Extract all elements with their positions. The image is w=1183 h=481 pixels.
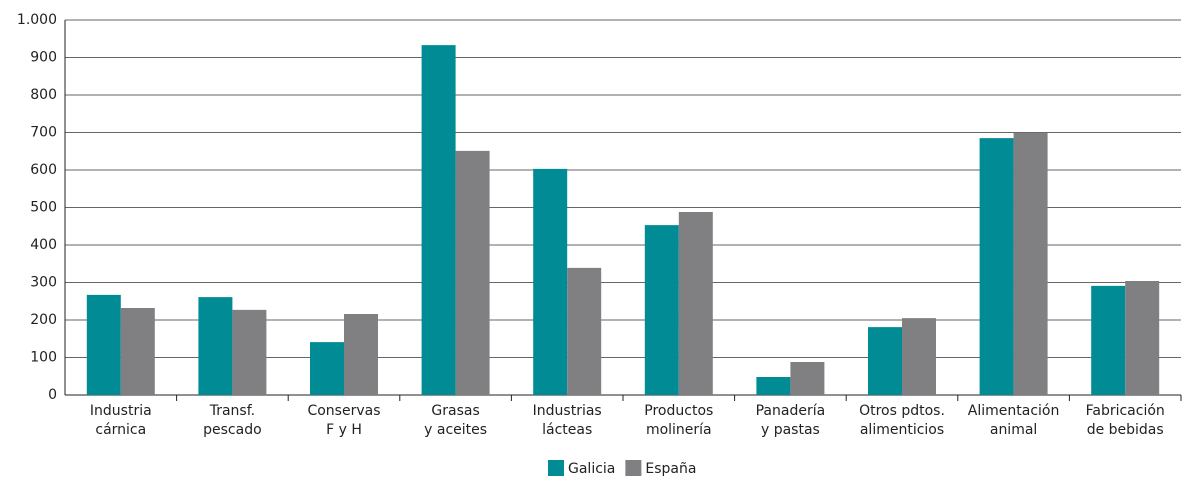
- x-tick-label: cárnica: [95, 422, 146, 438]
- bar: [902, 318, 936, 395]
- bar: [790, 362, 825, 395]
- x-tick-label: Alimentación: [968, 403, 1060, 419]
- x-tick-label: Industrias: [533, 403, 602, 419]
- bar: [1013, 132, 1048, 395]
- x-tick-label: Panadería: [756, 403, 826, 419]
- legend-swatch: [548, 460, 564, 476]
- x-tick-label: y aceites: [424, 422, 487, 438]
- x-tick-label: Fabricación: [1086, 403, 1165, 419]
- x-tick-label: de bebidas: [1087, 422, 1164, 438]
- x-tick-label: animal: [990, 422, 1037, 438]
- x-tick-label: Productos: [644, 403, 713, 419]
- bar: [86, 294, 121, 395]
- y-tick-label: 1.000: [17, 12, 57, 28]
- x-tick-label: lácteas: [542, 422, 592, 438]
- bar: [644, 225, 679, 395]
- x-tick-label: Industria: [90, 403, 152, 419]
- bar: [232, 309, 267, 395]
- y-tick-label: 700: [30, 125, 57, 141]
- x-tick-label: Conservas: [307, 403, 380, 419]
- bar: [310, 342, 344, 395]
- y-tick-label: 300: [30, 275, 57, 291]
- bar: [533, 168, 568, 395]
- legend-swatch: [625, 460, 642, 476]
- bar: [1125, 281, 1160, 395]
- y-tick-label: 200: [30, 312, 57, 328]
- bar: [567, 267, 602, 395]
- bar: [756, 377, 791, 395]
- bar: [120, 308, 155, 395]
- bar: [421, 45, 456, 395]
- x-tick-label: pescado: [203, 422, 262, 438]
- y-tick-label: 800: [30, 87, 57, 103]
- y-tick-label: 400: [30, 237, 57, 253]
- x-tick-label: Otros pdtos.: [859, 403, 945, 419]
- x-tick-label: molinería: [646, 422, 712, 438]
- bar: [455, 150, 490, 395]
- x-tick-label: F y H: [326, 422, 362, 438]
- y-tick-label: 900: [30, 50, 57, 66]
- bar: [1091, 285, 1126, 395]
- y-tick-label: 0: [48, 387, 57, 403]
- bar: [678, 212, 713, 395]
- bar: [868, 327, 902, 395]
- x-tick-label: alimenticios: [860, 422, 944, 438]
- x-tick-label: y pastas: [761, 422, 820, 438]
- y-tick-label: 100: [30, 350, 57, 366]
- y-tick-label: 600: [30, 162, 57, 178]
- legend-label: España: [645, 461, 696, 477]
- x-tick-label: Transf.: [209, 403, 255, 419]
- bar: [344, 314, 378, 395]
- bar: [198, 297, 233, 395]
- x-tick-label: Grasas: [431, 403, 479, 419]
- bar: [979, 138, 1014, 395]
- y-tick-label: 500: [30, 200, 57, 216]
- legend-label: Galicia: [568, 461, 615, 477]
